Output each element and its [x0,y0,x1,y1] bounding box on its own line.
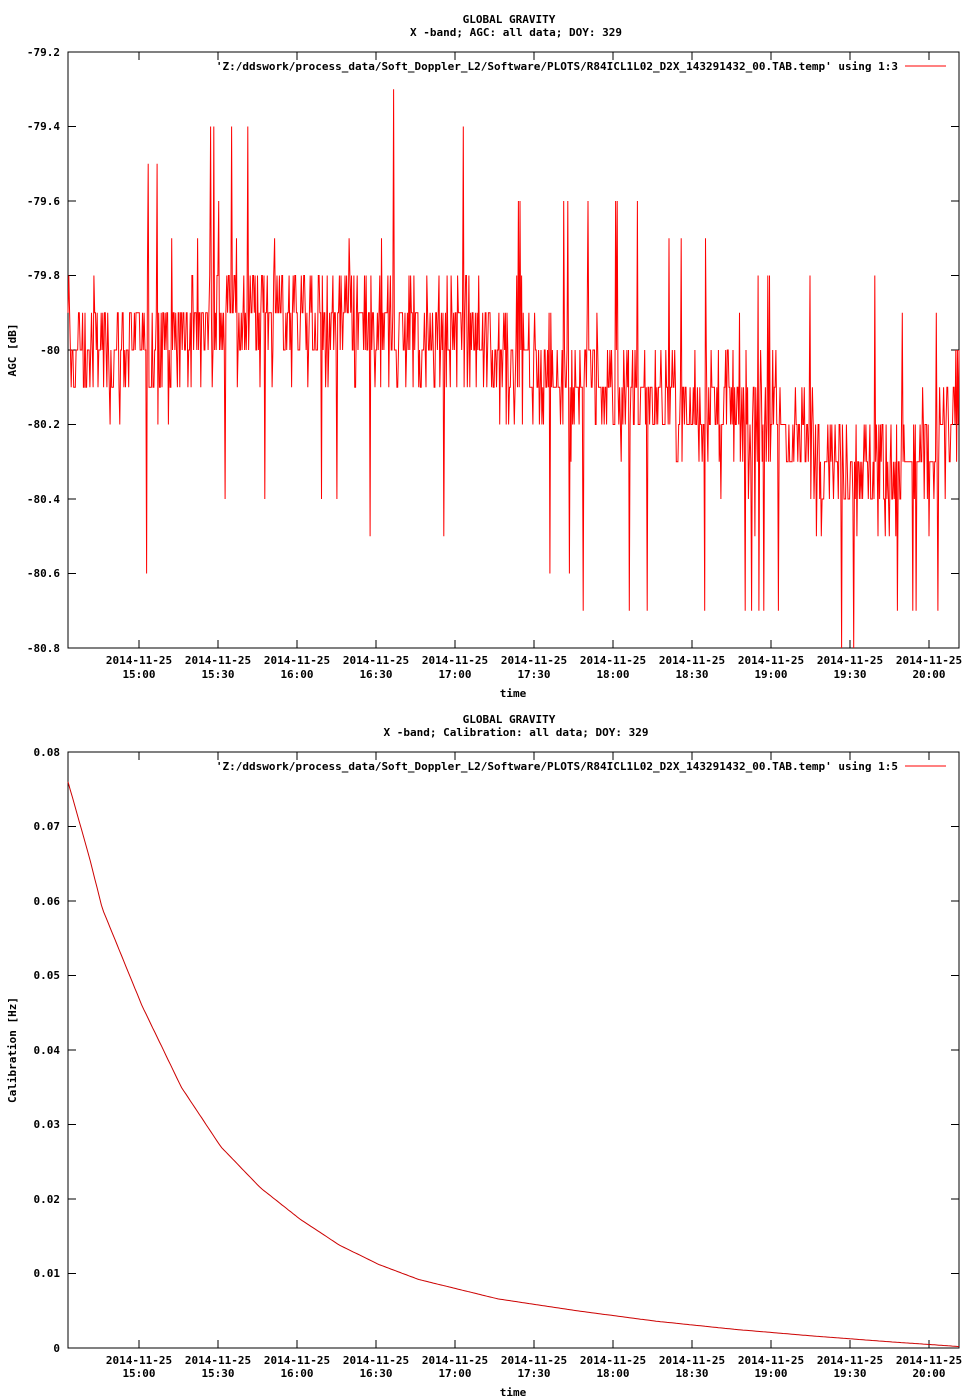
calibration-xtick-date: 2014-11-25 [501,1354,567,1367]
agc-xtick-time: 18:00 [596,668,629,681]
calibration-xtick-date: 2014-11-25 [185,1354,251,1367]
calibration-ytick-label: 0.06 [34,895,61,908]
calibration-xtick-date: 2014-11-25 [896,1354,962,1367]
agc-xtick-time: 17:30 [517,668,550,681]
agc-ytick-label: -79.2 [27,46,60,59]
calibration-xtick-date: 2014-11-25 [817,1354,883,1367]
agc-x-axis: 2014-11-25 15:00 2014-11-25 15:30 2014-1… [106,52,962,681]
calibration-x-axis-label: time [500,1386,527,1399]
calibration-xtick-time: 15:30 [201,1367,234,1380]
calibration-xtick-date: 2014-11-25 [738,1354,804,1367]
calibration-series-line [67,781,960,1347]
agc-xtick-time: 19:00 [754,668,787,681]
calibration-plot-frame [67,751,960,1349]
agc-ytick-label: -80.8 [27,642,60,655]
agc-legend: 'Z:/ddswork/process_data/Soft_Doppler_L2… [216,60,946,73]
calibration-ytick-label: 0.01 [34,1267,61,1280]
agc-xtick-date: 2014-11-25 [264,654,330,667]
calibration-ytick-label: 0.04 [34,1044,61,1057]
calibration-xtick-date: 2014-11-25 [106,1354,172,1367]
calibration-legend-label: 'Z:/ddswork/process_data/Soft_Doppler_L2… [216,760,898,773]
calibration-ytick-label: 0.08 [34,746,61,759]
calibration-legend: 'Z:/ddswork/process_data/Soft_Doppler_L2… [216,760,946,773]
agc-chart: GLOBAL GRAVITY X -band; AGC: all data; D… [6,13,962,700]
agc-xtick-date: 2014-11-25 [580,654,646,667]
agc-xtick-date: 2014-11-25 [896,654,962,667]
calibration-x-axis: 2014-11-25 15:00 2014-11-25 15:30 2014-1… [106,752,962,1380]
agc-ytick-label: -79.6 [27,195,60,208]
calibration-ytick-label: 0.05 [34,969,61,982]
calibration-xtick-time: 19:00 [754,1367,787,1380]
agc-xtick-time: 15:30 [201,668,234,681]
calibration-ytick-label: 0 [53,1342,60,1355]
calibration-xtick-date: 2014-11-25 [422,1354,488,1367]
agc-y-axis-label: AGC [dB] [6,324,19,377]
calibration-ytick-label: 0.07 [34,820,61,833]
agc-xtick-time: 15:00 [122,668,155,681]
agc-y-axis: -79.2 -79.4 -79.6 -79.8 -80 -80.2 -80.4 … [27,46,959,655]
calibration-xtick-time: 17:30 [517,1367,550,1380]
agc-xtick-date: 2014-11-25 [422,654,488,667]
calibration-y-axis: 0.08 0.07 0.06 0.05 0.04 0.03 0.02 0.01 … [34,746,959,1355]
agc-xtick-date: 2014-11-25 [185,654,251,667]
agc-legend-label: 'Z:/ddswork/process_data/Soft_Doppler_L2… [216,60,898,73]
agc-xtick-date: 2014-11-25 [501,654,567,667]
calibration-chart-subtitle: X -band; Calibration: all data; DOY: 329 [384,726,649,739]
calibration-ytick-label: 0.03 [34,1118,61,1131]
agc-chart-title: GLOBAL GRAVITY [463,13,556,26]
agc-series-line [67,89,960,649]
calibration-xtick-time: 16:30 [359,1367,392,1380]
calibration-xtick-time: 18:30 [675,1367,708,1380]
calibration-xtick-time: 16:00 [280,1367,313,1380]
agc-xtick-date: 2014-11-25 [659,654,725,667]
calibration-y-axis-label: Calibration [Hz] [6,997,19,1103]
agc-ytick-label: -79.4 [27,120,60,133]
agc-xtick-time: 20:00 [912,668,945,681]
calibration-xtick-time: 15:00 [122,1367,155,1380]
agc-xtick-time: 19:30 [833,668,866,681]
agc-ytick-label: -80 [40,344,60,357]
agc-ytick-label: -79.8 [27,269,60,282]
agc-x-axis-label: time [500,687,527,700]
calibration-xtick-date: 2014-11-25 [264,1354,330,1367]
agc-ytick-label: -80.6 [27,567,60,580]
agc-xtick-date: 2014-11-25 [817,654,883,667]
calibration-xtick-date: 2014-11-25 [659,1354,725,1367]
calibration-xtick-time: 18:00 [596,1367,629,1380]
calibration-chart-title: GLOBAL GRAVITY [463,713,556,726]
agc-xtick-date: 2014-11-25 [106,654,172,667]
agc-ytick-label: -80.4 [27,493,60,506]
agc-chart-subtitle: X -band; AGC: all data; DOY: 329 [410,26,622,39]
agc-xtick-time: 18:30 [675,668,708,681]
calibration-xtick-time: 17:00 [438,1367,471,1380]
agc-xtick-date: 2014-11-25 [738,654,804,667]
calibration-ytick-label: 0.02 [34,1193,61,1206]
agc-xtick-time: 16:00 [280,668,313,681]
calibration-xtick-date: 2014-11-25 [580,1354,646,1367]
calibration-chart: GLOBAL GRAVITY X -band; Calibration: all… [6,713,962,1399]
calibration-xtick-date: 2014-11-25 [343,1354,409,1367]
agc-xtick-time: 16:30 [359,668,392,681]
calibration-xtick-time: 19:30 [833,1367,866,1380]
agc-xtick-date: 2014-11-25 [343,654,409,667]
agc-ytick-label: -80.2 [27,418,60,431]
calibration-xtick-time: 20:00 [912,1367,945,1380]
agc-xtick-time: 17:00 [438,668,471,681]
